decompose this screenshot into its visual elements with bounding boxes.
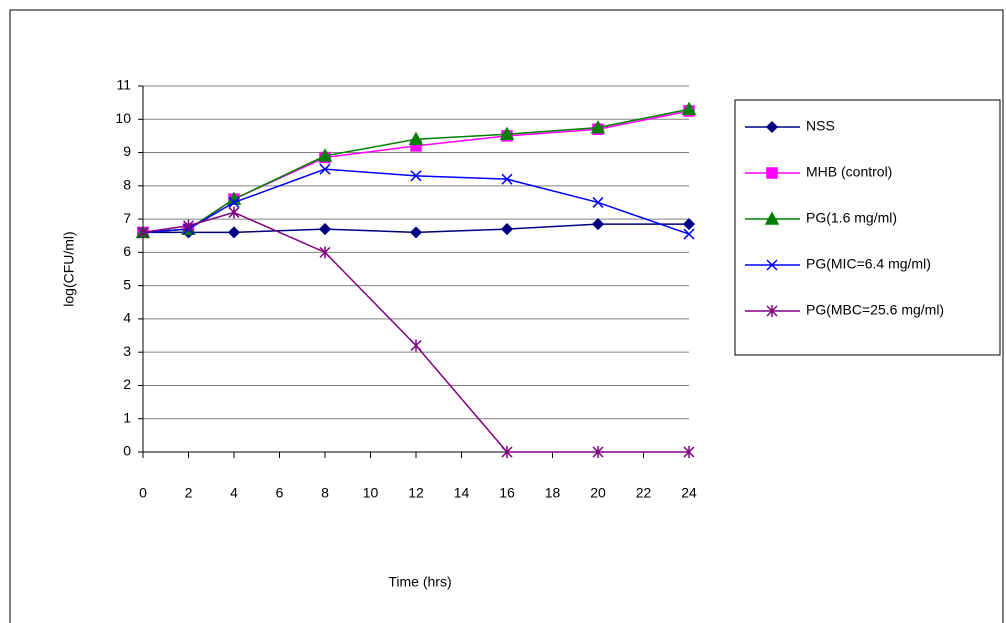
x-tick-label: 8	[321, 485, 329, 501]
legend-label: NSS	[806, 118, 835, 134]
y-tick-label: 10	[115, 110, 131, 126]
y-tick-label: 1	[123, 409, 131, 425]
x-tick-label: 2	[185, 485, 193, 501]
y-tick-label: 5	[123, 276, 131, 292]
legend-label: MHB (control)	[806, 164, 892, 180]
x-axis-label: Time (hrs)	[388, 574, 451, 590]
y-tick-label: 2	[123, 376, 131, 392]
y-tick-label: 3	[123, 343, 131, 359]
legend-label: PG(MIC=6.4 mg/ml)	[806, 256, 931, 272]
x-tick-label: 18	[545, 485, 561, 501]
y-tick-label: 8	[123, 177, 131, 193]
x-tick-label: 10	[363, 485, 379, 501]
x-tick-label: 12	[408, 485, 424, 501]
x-tick-label: 24	[681, 485, 697, 501]
y-tick-label: 0	[123, 443, 131, 459]
legend-label: PG(1.6 mg/ml)	[806, 210, 897, 226]
marker	[767, 168, 777, 178]
chart: Time (hrs) log(CFU/ml) 01234567891011024…	[0, 0, 1006, 623]
y-tick-label: 7	[123, 210, 131, 226]
y-tick-label: 11	[116, 77, 131, 93]
legend-label: PG(MBC=25.6 mg/ml)	[806, 302, 944, 318]
y-tick-label: 6	[123, 243, 131, 259]
x-tick-label: 14	[454, 485, 470, 501]
x-tick-label: 20	[590, 485, 606, 501]
x-tick-label: 22	[636, 485, 652, 501]
x-tick-label: 4	[230, 485, 238, 501]
y-tick-label: 4	[123, 310, 131, 326]
x-tick-label: 6	[276, 485, 284, 501]
y-axis-label: log(CFU/ml)	[61, 231, 77, 306]
x-tick-label: 0	[139, 485, 147, 501]
x-tick-label: 16	[499, 485, 515, 501]
y-tick-label: 9	[123, 143, 131, 159]
